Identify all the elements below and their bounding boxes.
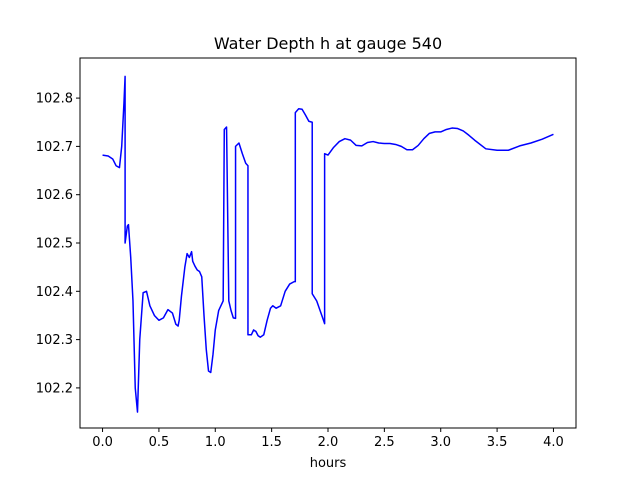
y-tick-label: 102.7 (36, 140, 73, 155)
y-tick-label: 102.4 (36, 285, 73, 300)
x-tick-label: 2.0 (318, 435, 339, 450)
x-tick-label: 1.5 (261, 435, 282, 450)
x-tick-label: 3.0 (430, 435, 451, 450)
plot-frame (79, 57, 577, 429)
x-tick-label: 1.0 (205, 435, 226, 450)
y-tick-label: 102.3 (36, 333, 73, 348)
x-tick-label: 0.5 (149, 435, 170, 450)
x-tick-label: 4.0 (543, 435, 564, 450)
x-axis-label: hours (310, 456, 347, 471)
x-tick-label: 0.0 (92, 435, 113, 450)
x-tick-label: 3.5 (487, 435, 508, 450)
y-tick-label: 102.6 (36, 188, 73, 203)
y-axis-ticks: 102.2 102.3 102.4 102.5 102.6 102.7 102.8 (36, 92, 80, 396)
x-axis-ticks: 0.0 0.5 1.0 1.5 2.0 2.5 3.0 3.5 4.0 (92, 428, 564, 450)
y-tick-label: 102.8 (36, 92, 73, 107)
plot-lines (102, 75, 554, 413)
chart-title: Water Depth h at gauge 540 (214, 34, 442, 53)
y-tick-label: 102.2 (36, 381, 73, 396)
y-tick-label: 102.5 (36, 237, 73, 252)
x-tick-label: 2.5 (374, 435, 395, 450)
series-line-0 (102, 75, 554, 413)
